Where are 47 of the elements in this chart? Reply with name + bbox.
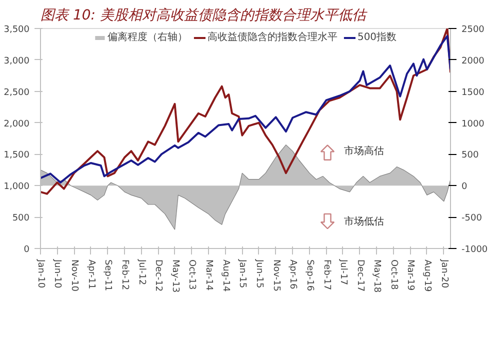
y2-tick-label: 1500	[462, 88, 485, 98]
x-tick-label: Nov-15	[270, 260, 281, 292]
y-tick-label: 2,000	[4, 119, 30, 130]
x-tick-label: Nov-10	[69, 260, 80, 292]
legend-label: 高收益债隐含的指数合理水平	[207, 30, 338, 44]
y2-tick-label: 1000	[462, 119, 485, 130]
y2-tick-label: 2000	[462, 56, 485, 66]
x-tick-label: Jul-17	[338, 258, 348, 286]
x-tick-label: Aug-19	[422, 260, 432, 292]
x-tick-label: May-13	[170, 260, 180, 293]
x-tick-label: Mar-19	[405, 260, 416, 291]
y-tick-label: 1,500	[4, 150, 30, 161]
x-tick-label: Jun-15	[254, 258, 264, 288]
x-tick-label: Dec-17	[354, 260, 365, 292]
x-tick-label: Sep-11	[102, 260, 113, 292]
x-tick-label: Mar-14	[203, 260, 214, 291]
y-tick-label: 1,000	[4, 182, 30, 192]
x-tick-label: May-18	[371, 260, 382, 293]
x-tick-label: Feb-17	[321, 260, 332, 290]
x-tick-label: Apr-11	[86, 260, 96, 290]
x-tick-label: Sep-16	[304, 260, 314, 292]
y2-tick-label: 0	[462, 182, 468, 192]
y-tick-label: 2,500	[4, 88, 30, 98]
x-tick-label: Oct-18	[388, 260, 398, 290]
y-tick-label: 3,000	[4, 56, 30, 66]
legend-label: 偏离程度（右轴）	[107, 30, 188, 44]
x-tick-label: Jun-10	[52, 258, 62, 289]
y2-tick-label: 2500	[462, 25, 485, 35]
y-tick-label: 3,500	[4, 25, 30, 35]
y-tick-label: 0	[24, 245, 30, 255]
x-tick-label: Jan-20	[438, 258, 449, 288]
annotation: 市场高估	[344, 145, 384, 158]
legend-label: 500指数	[357, 30, 397, 44]
y2-tick-label: -1000	[462, 245, 488, 255]
x-tick-label: Feb-12	[120, 260, 130, 290]
x-tick-label: Jul-12	[136, 258, 146, 286]
x-tick-label: Aug-14	[220, 260, 230, 292]
x-tick-label: Oct-13	[186, 260, 197, 290]
chart-title: 图表 10: 美股相对高收益债隐含的指数合理水平低估	[40, 8, 368, 24]
y2-tick-label: 500	[462, 150, 479, 161]
x-tick-label: Apr-16	[288, 260, 298, 290]
x-tick-label: Dec-12	[153, 260, 164, 292]
y2-tick-label: -500	[462, 214, 482, 224]
x-tick-label: Jan-10	[36, 258, 46, 288]
y-tick-label: 500	[12, 214, 30, 224]
x-tick-label: Jan-15	[237, 258, 248, 288]
annotation: 市场低估	[344, 216, 384, 228]
